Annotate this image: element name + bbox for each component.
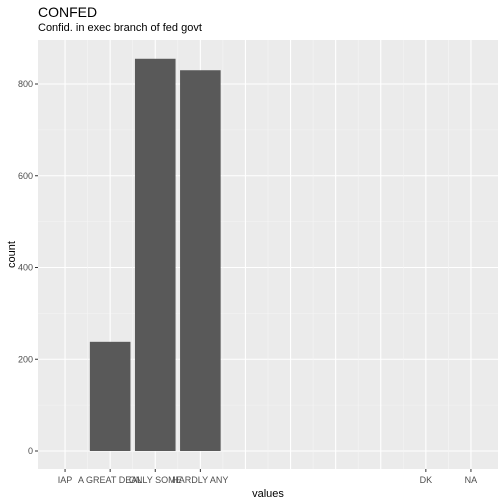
x-tick-label: A GREAT DEAL: [78, 475, 142, 485]
x-axis-title: values: [252, 488, 284, 500]
chart-title: CONFED: [38, 4, 98, 20]
x-tick-label: DK: [420, 475, 433, 485]
bar-only-some: [134, 58, 176, 452]
y-tick-label: 200: [18, 354, 33, 364]
x-tick-label: ONLY SOME: [129, 475, 182, 485]
y-tick-label: 600: [18, 171, 33, 181]
x-tick-label: NA: [465, 475, 478, 485]
y-tick-label: 800: [18, 79, 33, 89]
x-tick-label: HARDLY ANY: [172, 475, 228, 485]
bar-hardly-any: [180, 70, 221, 452]
y-tick-label: 0: [28, 446, 33, 456]
bars: [89, 58, 221, 452]
x-tick-label: IAP: [58, 475, 73, 485]
y-tick-label: 400: [18, 263, 33, 273]
chart-subtitle: Confid. in exec branch of fed govt: [38, 22, 202, 34]
y-axis-title: count: [6, 241, 18, 268]
y-axis: 0 200 400 600 800: [18, 79, 38, 456]
bar-a-great-deal: [89, 341, 131, 451]
